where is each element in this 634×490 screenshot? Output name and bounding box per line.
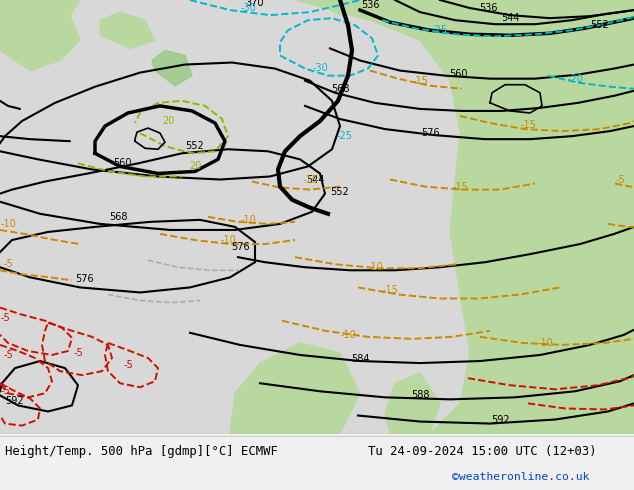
Text: 552: 552 xyxy=(330,187,349,196)
Text: 568: 568 xyxy=(331,84,349,94)
Text: -10: -10 xyxy=(220,235,236,245)
Text: 592: 592 xyxy=(491,415,509,424)
Polygon shape xyxy=(152,50,192,86)
Text: 544: 544 xyxy=(501,13,519,23)
Text: -10: -10 xyxy=(537,338,553,348)
Text: -5: -5 xyxy=(0,386,10,396)
Text: -10: -10 xyxy=(240,215,256,225)
Text: -10: -10 xyxy=(340,330,356,340)
Text: Height/Temp. 500 hPa [gdmp][°C] ECMWF: Height/Temp. 500 hPa [gdmp][°C] ECMWF xyxy=(5,445,278,458)
Text: -30: -30 xyxy=(240,3,256,13)
Text: -5: -5 xyxy=(3,259,13,269)
Text: -20: -20 xyxy=(567,74,583,84)
Text: 536: 536 xyxy=(361,0,379,10)
Text: 552: 552 xyxy=(186,141,204,151)
Text: -5: -5 xyxy=(73,348,83,358)
Text: -30: -30 xyxy=(312,63,328,73)
Text: -5: -5 xyxy=(3,350,13,360)
Text: -25: -25 xyxy=(432,25,448,35)
Text: 560: 560 xyxy=(113,158,131,169)
Polygon shape xyxy=(100,12,155,49)
Polygon shape xyxy=(0,0,80,40)
Polygon shape xyxy=(295,0,634,434)
Text: 20: 20 xyxy=(162,116,174,126)
Text: -5: -5 xyxy=(615,174,625,185)
Polygon shape xyxy=(230,343,360,434)
Text: 576: 576 xyxy=(421,128,439,138)
Text: -10: -10 xyxy=(367,262,383,272)
Text: 20: 20 xyxy=(189,161,201,172)
Text: ©weatheronline.co.uk: ©weatheronline.co.uk xyxy=(452,472,590,482)
Text: 576: 576 xyxy=(75,274,94,284)
Text: 552: 552 xyxy=(591,20,609,30)
Text: -15: -15 xyxy=(412,75,428,86)
Text: 370: 370 xyxy=(246,0,264,8)
Polygon shape xyxy=(310,0,380,15)
Text: -15: -15 xyxy=(520,120,536,130)
Text: -5: -5 xyxy=(0,313,10,323)
Text: 576: 576 xyxy=(231,242,249,252)
Text: -10: -10 xyxy=(0,219,16,229)
Text: 560: 560 xyxy=(449,69,467,78)
Text: -15: -15 xyxy=(452,182,468,192)
Polygon shape xyxy=(385,373,440,434)
Text: 536: 536 xyxy=(479,3,497,13)
Text: -15: -15 xyxy=(302,174,318,185)
Text: 588: 588 xyxy=(411,391,429,400)
Text: 584: 584 xyxy=(351,354,369,364)
Text: Tu 24-09-2024 15:00 UTC (12+03): Tu 24-09-2024 15:00 UTC (12+03) xyxy=(368,445,597,458)
Text: -5: -5 xyxy=(123,360,133,370)
Text: 592: 592 xyxy=(6,396,24,406)
Text: 568: 568 xyxy=(109,212,127,222)
Text: -25: -25 xyxy=(337,131,353,141)
Text: 544: 544 xyxy=(306,174,324,185)
Polygon shape xyxy=(0,5,80,71)
Text: -15: -15 xyxy=(382,286,398,295)
